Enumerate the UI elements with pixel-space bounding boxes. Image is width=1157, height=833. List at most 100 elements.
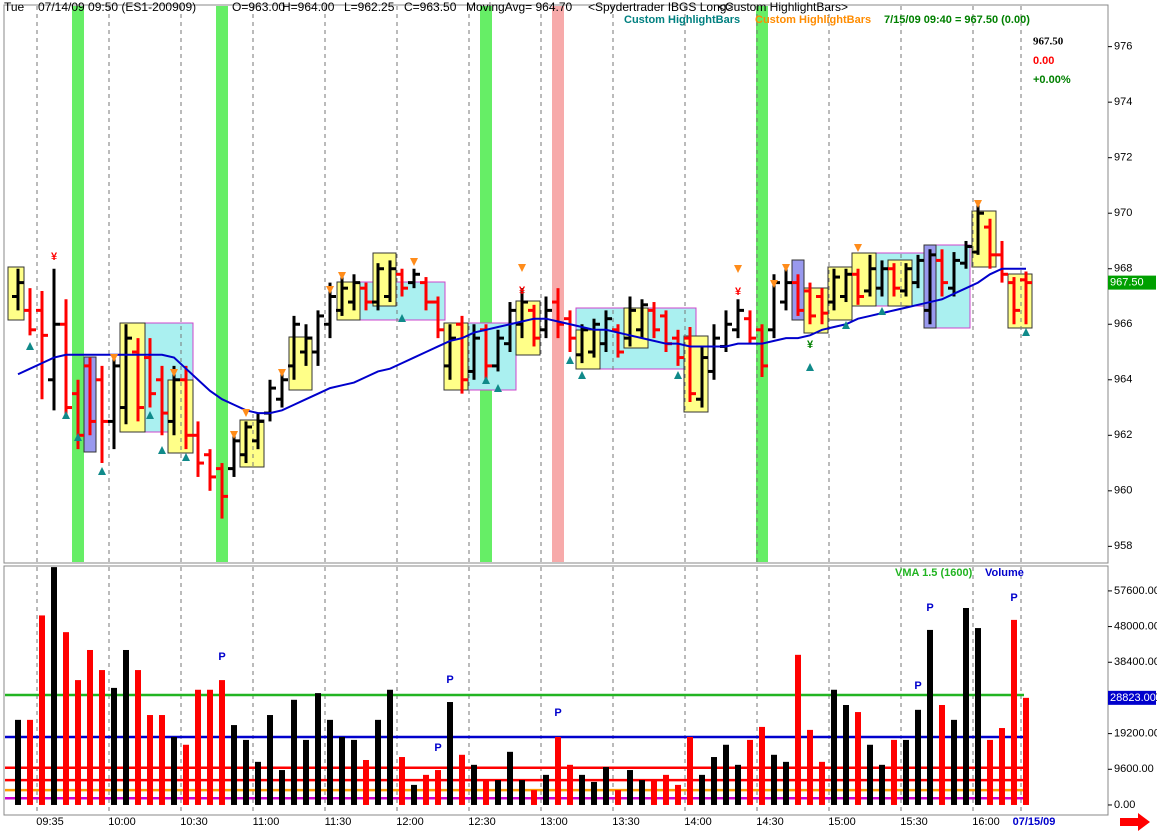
signal-down — [110, 354, 118, 362]
volume-bar — [999, 728, 1005, 805]
highlight-box — [971, 210, 997, 268]
volume-bar — [675, 784, 681, 805]
volume-bar — [435, 770, 441, 805]
volume-bar — [159, 715, 165, 805]
volume-bar — [591, 781, 597, 805]
highlight-column — [480, 6, 492, 562]
layer — [7, 6, 1033, 814]
y-tick-label: 57600.00 — [1114, 585, 1157, 597]
signal-down — [278, 369, 286, 377]
volume-bar — [231, 725, 237, 805]
x-tick-label: 12:00 — [396, 816, 424, 828]
y-tick-label: 19200.00 — [1114, 728, 1157, 740]
last-value-tag — [1108, 275, 1156, 290]
signal-down — [782, 264, 790, 272]
y-tick-label: 970 — [1114, 207, 1132, 219]
volume-bar — [1011, 619, 1017, 805]
y-tick-label: 48000.00 — [1114, 620, 1157, 632]
volume-bar — [507, 751, 513, 805]
volume-annotation: P — [914, 680, 921, 692]
moving-average — [17, 267, 1026, 415]
volume-bar — [447, 702, 453, 805]
volume-annotation: P — [218, 651, 225, 663]
x-tick-label: 11:00 — [253, 816, 280, 828]
header-study: <Spydertrader IBGS Long> — [588, 0, 733, 14]
volume-bar — [399, 757, 405, 805]
x-tick-label: 11:30 — [325, 816, 352, 828]
volume-bar — [255, 761, 261, 805]
header-high: H=964.00 — [282, 0, 335, 14]
volume-bar — [147, 715, 153, 805]
x-tick-label: 14:00 — [684, 816, 712, 828]
volume-bar — [279, 770, 285, 805]
x-tick-label: 12:30 — [468, 816, 496, 828]
pct-change: +0.00% — [1033, 74, 1071, 86]
volume-bar — [123, 649, 129, 805]
volume-bar — [51, 567, 57, 805]
signal-down — [410, 258, 418, 266]
volume-bar — [615, 790, 621, 805]
highlight-column — [552, 6, 564, 562]
y-tick-label: 968 — [1114, 263, 1132, 275]
volume-bar — [831, 689, 837, 805]
highlight-box — [851, 252, 877, 307]
volume-annotation: P — [554, 707, 561, 719]
volume-bar — [1023, 697, 1029, 805]
x-tick-label: 10:00 — [108, 816, 136, 828]
signal-down — [338, 272, 346, 280]
volume-bar — [891, 739, 897, 805]
scroll-arrow[interactable] — [1120, 813, 1150, 831]
signal-down — [326, 286, 334, 294]
volume-bar — [519, 780, 525, 805]
signal-up — [806, 363, 814, 371]
header-study: <Custom HighlightBars> — [718, 0, 848, 14]
volume-bar — [963, 607, 969, 805]
volume-bar — [483, 780, 489, 805]
highlight-box — [623, 307, 649, 349]
y-tick-label: 958 — [1114, 540, 1132, 552]
highlight-box — [7, 266, 25, 321]
signal-up — [62, 411, 70, 419]
volume-bar — [567, 764, 573, 805]
volume-bar — [387, 689, 393, 805]
volume-bar — [699, 774, 705, 805]
signal-up — [98, 467, 106, 475]
volume-bar — [879, 764, 885, 805]
signal-up — [146, 411, 154, 419]
volume-bar — [939, 704, 945, 805]
volume-bar — [195, 689, 201, 805]
volume-legend: VMA 1.5 (1600) — [895, 567, 973, 579]
volume-bar — [639, 780, 645, 805]
highlight-box — [119, 322, 146, 433]
volume-bar — [15, 719, 21, 805]
volume-bar — [795, 654, 801, 805]
volume-bar — [267, 715, 273, 805]
volume-bar — [39, 615, 45, 805]
x-tick-label: 09:35 — [36, 816, 64, 828]
volume-bar — [135, 670, 141, 805]
volume-bar — [351, 739, 357, 805]
volume-bar — [747, 739, 753, 805]
legend-entry: Custom HighlightBars — [755, 14, 871, 26]
y-tick-label: 38400.00 — [1114, 656, 1157, 668]
volume-bar — [459, 754, 465, 805]
volume-bar — [111, 687, 117, 805]
signal-up — [482, 376, 490, 384]
x-tick-label: 14:30 — [756, 816, 784, 828]
volume-bar — [375, 719, 381, 805]
volume-bar — [783, 761, 789, 805]
volume-bar — [327, 719, 333, 805]
price-annotation: ¥ — [519, 285, 526, 297]
highlight-column — [216, 6, 228, 562]
y-tick-label: 9600.00 — [1114, 763, 1154, 775]
volume-bar — [75, 680, 81, 805]
header-close: C=963.50 — [404, 0, 457, 14]
volume-bar — [555, 736, 561, 805]
signal-up — [74, 433, 82, 441]
volume-bar — [735, 764, 741, 805]
signal-up — [578, 371, 586, 379]
y-tick-label: 974 — [1114, 96, 1132, 108]
x-tick-label: 10:30 — [180, 816, 208, 828]
volume-bar — [975, 628, 981, 805]
last-value-label: 28823.00 — [1110, 692, 1156, 704]
